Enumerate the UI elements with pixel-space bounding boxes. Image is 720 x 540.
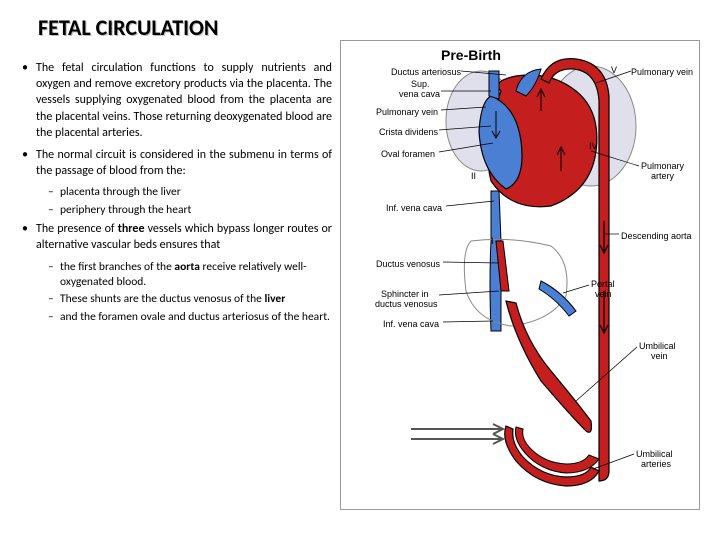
bullet-text: placenta through the liver (60, 185, 332, 200)
bullet-level2: –and the foramen ovale and ductus arteri… (48, 310, 332, 325)
bullet-text: The fetal circulation functions to suppl… (36, 60, 332, 141)
diagram-label: vein (651, 351, 668, 361)
diagram-label: ductus venosus (375, 299, 438, 309)
diagram-title: Pre-Birth (441, 47, 501, 63)
diagram-label: Ductus arteriosus (391, 67, 461, 77)
bullet-level2: –These shunts are the ductus venosus of … (48, 292, 332, 307)
diagram-label: Ductus venosus (376, 259, 440, 269)
diagram-label: Umbilical (639, 341, 676, 351)
bullet-text: These shunts are the ductus venosus of t… (60, 292, 332, 307)
diagram-label: Pulmonary (641, 161, 684, 171)
bullet-level2: –periphery through the heart (48, 203, 332, 218)
diagram-label: Portal (591, 279, 615, 289)
bullet-level2: –placenta through the liver (48, 185, 332, 200)
bullet-level1: •The presence of three vessels which byp… (22, 221, 332, 253)
diagram-label: Umbilical (636, 449, 673, 459)
diagram-label: Inf. vena cava (383, 319, 439, 329)
diagram-label: I (491, 236, 494, 246)
bullet-text: and the foramen ovale and ductus arterio… (60, 310, 332, 325)
bullet-text: periphery through the heart (60, 203, 332, 218)
bullet-marker: • (22, 60, 36, 141)
bullet-level1: •The fetal circulation functions to supp… (22, 60, 332, 141)
page-title: FETAL CIRCULATION (38, 14, 218, 41)
diagram-label: Pulmonary vein (631, 67, 693, 77)
diagram-label: V (611, 65, 617, 75)
diagram-label: Sphincter in (381, 289, 429, 299)
diagram-label: Sup. (411, 79, 430, 89)
diagram-label: Crista dividens (379, 127, 438, 137)
fetal-circulation-diagram: Pre-Birth (340, 40, 700, 510)
bullet-marker: • (22, 221, 36, 253)
bullet-marker: – (48, 292, 60, 307)
diagram-label: Pulmonary vein (376, 107, 438, 117)
bullet-marker: – (48, 260, 60, 290)
bullet-marker: – (48, 310, 60, 325)
diagram-label: II (471, 171, 476, 181)
bullet-marker: – (48, 185, 60, 200)
diagram-label: IV (589, 141, 598, 151)
diagram-label: Inf. vena cava (386, 203, 442, 213)
diagram-label: artery (651, 171, 674, 181)
bullet-text: The normal circuit is considered in the … (36, 147, 332, 179)
diagram-label: vena cava (399, 89, 440, 99)
bullet-marker: – (48, 203, 60, 218)
diagram-label: vein (595, 289, 612, 299)
diagram-label: Oval foramen (381, 149, 435, 159)
bullet-level1: •The normal circuit is considered in the… (22, 147, 332, 179)
bullet-text: The presence of three vessels which bypa… (36, 221, 332, 253)
bullet-level2: –the first branches of the aorta receive… (48, 260, 332, 290)
bullet-marker: • (22, 147, 36, 179)
diagram-label: arteries (641, 459, 671, 469)
text-content: •The fetal circulation functions to supp… (22, 60, 332, 328)
diagram-label: Descending aorta (621, 231, 692, 241)
bullet-text: the first branches of the aorta receive … (60, 260, 332, 290)
